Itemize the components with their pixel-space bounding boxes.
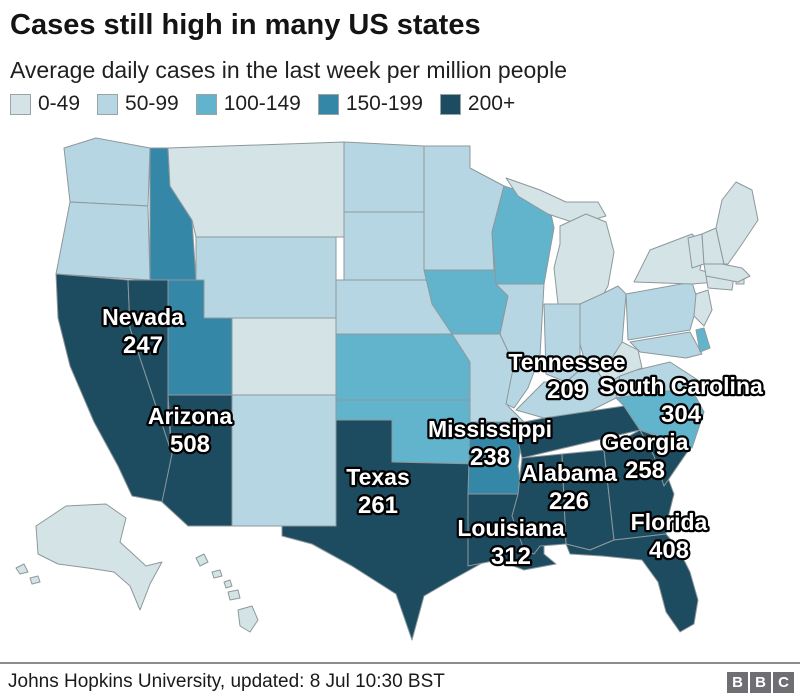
legend-swatch xyxy=(97,93,119,115)
state-value-arizona: 508 xyxy=(170,431,210,458)
state-label-texas: Texas xyxy=(346,464,410,490)
legend-item-150-199: 150-199 xyxy=(317,92,423,116)
state-WY xyxy=(195,236,337,319)
legend-item-0-49: 0-49 xyxy=(10,92,80,116)
state-DE xyxy=(695,327,711,353)
state-AK xyxy=(29,575,41,585)
state-label-arizona: Arizona xyxy=(148,403,233,429)
state-HI xyxy=(211,569,223,579)
state-MI xyxy=(505,177,607,225)
state-value-south-carolina: 304 xyxy=(661,401,702,428)
legend-swatch xyxy=(317,93,339,115)
state-ME xyxy=(715,181,759,265)
state-label-mississippi: Mississippi xyxy=(428,416,552,442)
state-TX xyxy=(281,419,497,641)
legend-label: 100-149 xyxy=(223,92,301,116)
state-MN xyxy=(423,145,505,271)
legend: 0-49 50-99 100-149 150-199 200+ xyxy=(10,92,790,116)
state-KS xyxy=(335,333,473,401)
legend-swatch xyxy=(10,93,31,115)
state-AK xyxy=(15,563,29,575)
state-label-florida: Florida xyxy=(631,509,708,535)
state-value-texas: 261 xyxy=(358,492,398,519)
legend-item-100-149: 100-149 xyxy=(195,92,301,116)
legend-item-200+: 200+ xyxy=(439,92,516,116)
state-HI xyxy=(237,605,259,633)
legend-label: 150-199 xyxy=(345,92,423,116)
bbc-logo-letter: B xyxy=(750,671,771,693)
state-HI xyxy=(195,553,209,567)
state-value-tennessee: 209 xyxy=(547,377,587,404)
state-PA xyxy=(625,281,699,341)
legend-swatch xyxy=(439,93,461,115)
state-VA xyxy=(615,361,705,399)
legend-label: 0-49 xyxy=(38,92,81,116)
state-label-louisiana: Louisiana xyxy=(457,515,565,541)
legend-label: 50-99 xyxy=(125,92,179,116)
state-value-nevada: 247 xyxy=(123,332,163,359)
state-label-nevada: Nevada xyxy=(102,304,184,330)
state-FL xyxy=(565,533,699,633)
state-value-florida: 408 xyxy=(649,537,689,564)
state-SD xyxy=(343,211,427,281)
state-CO xyxy=(231,317,337,396)
source-attribution: Johns Hopkins University, updated: 8 Jul… xyxy=(8,671,445,692)
state-value-mississippi: 238 xyxy=(470,444,510,471)
state-NM xyxy=(231,394,337,527)
bbc-logo-letter: C xyxy=(773,671,794,693)
state-label-alabama: Alabama xyxy=(521,460,617,486)
page-title: Cases still high in many US states xyxy=(10,9,481,41)
state-HI xyxy=(223,579,233,589)
state-WV xyxy=(597,341,643,385)
footer: Johns Hopkins University, updated: 8 Jul… xyxy=(0,662,800,700)
us-map-container: Nevada 247 Arizona 508 Texas 261 Tennessee 209 S… xyxy=(0,122,800,647)
legend-swatch xyxy=(195,93,217,115)
state-AK xyxy=(35,503,163,611)
state-NJ xyxy=(693,289,713,327)
state-value-alabama: 226 xyxy=(549,488,589,515)
bbc-logo-letter: B xyxy=(727,671,748,693)
state-value-georgia: 258 xyxy=(625,457,665,484)
state-MT xyxy=(167,141,345,238)
legend-label: 200+ xyxy=(467,92,516,116)
state-label-georgia: Georgia xyxy=(602,429,689,455)
state-WA xyxy=(63,137,151,207)
state-IL xyxy=(495,283,545,409)
state-OR xyxy=(55,201,151,281)
state-HI xyxy=(227,589,241,601)
state-ND xyxy=(343,141,427,213)
subtitle: Average daily cases in the last week per… xyxy=(10,56,567,83)
state-MD xyxy=(629,331,703,359)
state-label-tennessee: Tennessee xyxy=(508,349,625,375)
state-MI xyxy=(553,213,615,305)
state-value-louisiana: 312 xyxy=(491,543,531,570)
legend-item-50-99: 50-99 xyxy=(97,92,179,116)
state-label-south-carolina: South Carolina xyxy=(599,373,763,399)
